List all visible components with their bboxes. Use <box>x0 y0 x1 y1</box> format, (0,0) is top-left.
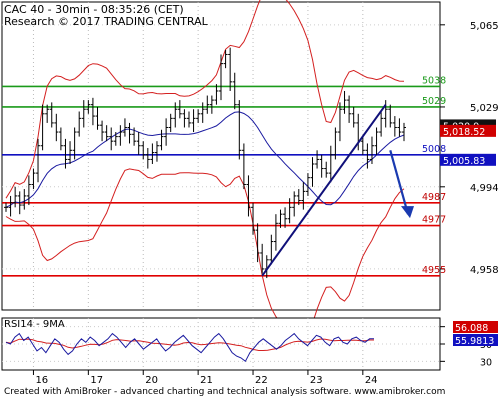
rsi-tag-56.088: 56.088 <box>455 323 488 334</box>
x-tick-label: 23 <box>310 375 323 386</box>
footer-credit: Created with AmiBroker - advanced charti… <box>4 387 446 397</box>
projection-arrow-head <box>401 206 414 219</box>
chart-title: CAC 40 - 30min - 08:35:26 (CET) <box>4 3 184 16</box>
projection-arrow <box>389 150 410 215</box>
level-label-4977: 4977 <box>422 215 446 226</box>
x-tick-label: 16 <box>35 375 48 386</box>
bollinger-lower <box>5 168 405 337</box>
y-tick-label: 5,029 <box>470 103 499 114</box>
x-tick-label: 17 <box>90 375 103 386</box>
trendline <box>261 104 387 277</box>
rsi-title: RSI14 - 9MA <box>4 319 65 330</box>
y-tick-label: 4,994 <box>470 183 499 194</box>
rsi-tag-55.9813: 55.9813 <box>455 336 494 347</box>
price-tag-5,005.83: 5,005.83 <box>443 156 485 167</box>
bollinger-upper <box>5 0 405 199</box>
x-tick-label: 20 <box>145 375 158 386</box>
y-tick-label: 4,958 <box>470 265 499 276</box>
rsi-frame <box>1 317 441 371</box>
chart-subtitle: Research © 2017 TRADING CENTRAL <box>4 15 208 28</box>
level-label-5038: 5038 <box>422 75 446 86</box>
price-tag-box <box>440 124 496 137</box>
x-tick-label: 22 <box>255 375 268 386</box>
rsi-tag-box <box>453 321 498 333</box>
moving-average <box>5 111 405 208</box>
price-panel: 5,065 5,029 4,994 4,958 5038 5029 5008 4987 4977… <box>1 0 499 337</box>
price-tag-5,018.52: 5,018.52 <box>443 127 485 138</box>
level-label-5008: 5008 <box>422 144 446 155</box>
y-tick-label: 5,065 <box>470 21 499 32</box>
level-label-4987: 4987 <box>422 192 446 203</box>
rsi-y-tick-label: 30 <box>480 357 492 368</box>
x-tick-label: 21 <box>200 375 213 386</box>
rsi-tag-box <box>453 334 498 346</box>
level-label-4955: 4955 <box>422 265 446 276</box>
level-label-5029: 5029 <box>422 96 446 107</box>
rsi-line <box>5 332 374 363</box>
price-frame <box>1 1 441 311</box>
price-tag-box <box>440 153 496 166</box>
x-tick-label: 24 <box>365 375 378 386</box>
x-axis: 16 17 20 21 22 23 24 <box>32 370 378 386</box>
